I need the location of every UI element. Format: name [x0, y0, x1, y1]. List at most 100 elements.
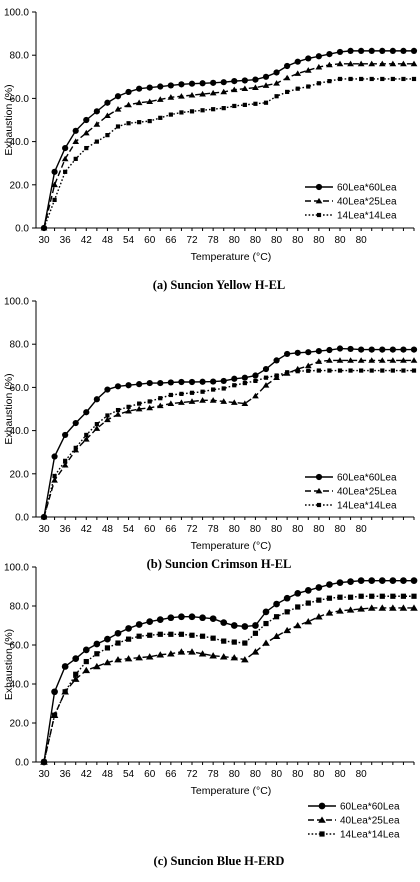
data-point: [379, 593, 385, 599]
data-point: [210, 635, 216, 641]
data-point: [315, 63, 323, 70]
data-point: [41, 759, 47, 765]
data-point: [336, 607, 344, 614]
data-point: [178, 378, 185, 386]
data-point: [157, 83, 164, 90]
data-point: [167, 650, 175, 657]
data-point: [400, 60, 407, 67]
data-point: [61, 155, 69, 162]
data-point: [114, 411, 122, 417]
x-tick-label: 36: [60, 524, 72, 535]
data-point: [262, 382, 270, 388]
data-point: [93, 640, 101, 648]
data-point: [272, 632, 281, 639]
data-point: [126, 121, 131, 126]
data-point: [346, 606, 355, 613]
data-point: [178, 613, 185, 621]
data-point: [188, 378, 196, 386]
data-point: [252, 372, 259, 379]
figure-caption: (c) Suncion Blue H-ERD: [154, 854, 285, 868]
data-point: [167, 400, 175, 406]
data-point: [389, 604, 397, 611]
data-point: [389, 47, 396, 54]
x-tick-label: 48: [102, 769, 114, 780]
data-point: [230, 654, 239, 661]
data-point: [83, 658, 89, 665]
data-point: [198, 650, 207, 657]
data-point: [316, 368, 321, 373]
x-tick-label: 78: [208, 769, 220, 780]
data-point: [304, 67, 312, 73]
data-point: [51, 712, 58, 718]
data-point: [199, 378, 206, 385]
data-point: [73, 671, 79, 677]
data-point: [62, 431, 69, 439]
data-point: [220, 398, 228, 404]
series-circle: [40, 345, 418, 521]
x-tick-label: 80: [334, 769, 346, 780]
data-point: [410, 346, 418, 353]
data-point: [93, 662, 101, 670]
data-point: [337, 594, 343, 600]
data-point: [263, 620, 269, 627]
data-point: [93, 121, 101, 127]
x-tick-label: 72: [186, 524, 198, 535]
data-point: [380, 76, 385, 82]
x-tick-label: 80: [271, 235, 283, 246]
legend-label: 60Lea*60Lea: [337, 183, 397, 194]
data-point: [252, 622, 259, 629]
x-tick-label: 80: [250, 524, 262, 535]
data-point: [124, 655, 133, 662]
data-point: [357, 577, 365, 585]
data-point: [52, 197, 57, 203]
data-point: [305, 349, 312, 356]
data-point: [209, 615, 217, 623]
data-point: [273, 357, 280, 364]
data-point: [368, 357, 376, 363]
data-point: [252, 630, 259, 636]
data-point: [359, 368, 364, 373]
data-point: [156, 96, 164, 102]
legend-label: 40Lea*25Lea: [337, 487, 397, 498]
x-tick-label: 80: [292, 235, 304, 246]
data-point: [241, 85, 249, 92]
data-point: [167, 614, 175, 622]
data-point: [178, 81, 185, 88]
data-point: [115, 407, 121, 413]
data-point: [315, 358, 323, 364]
data-point: [347, 60, 354, 67]
data-point: [347, 578, 354, 585]
data-point: [326, 595, 333, 601]
x-tick-label: 42: [81, 235, 93, 246]
data-point: [304, 618, 313, 625]
y-tick-label: 80.0: [10, 51, 30, 62]
data-point: [72, 655, 80, 663]
x-tick-label: 80: [334, 235, 346, 246]
data-point: [125, 636, 132, 642]
data-point: [157, 379, 164, 387]
data-point: [368, 346, 375, 353]
data-point: [241, 374, 248, 381]
data-point: [305, 600, 311, 606]
x-tick-label: 80: [250, 235, 262, 246]
data-point: [104, 416, 111, 423]
data-point: [315, 584, 323, 591]
data-point: [389, 577, 397, 585]
data-point: [177, 648, 186, 655]
x-tick-label: 48: [102, 524, 114, 535]
data-point: [135, 654, 143, 661]
data-point: [199, 80, 206, 87]
data-point: [61, 663, 69, 670]
data-point: [273, 614, 280, 620]
data-point: [168, 112, 173, 117]
data-point: [336, 60, 344, 67]
data-point: [411, 76, 417, 82]
data-point: [283, 74, 291, 81]
x-tick-label: 80: [271, 524, 283, 535]
data-point: [242, 380, 247, 386]
data-point: [390, 593, 396, 599]
y-tick-label: 100.0: [4, 297, 29, 308]
data-point: [242, 102, 247, 107]
data-point: [315, 53, 322, 60]
data-point: [105, 413, 110, 418]
